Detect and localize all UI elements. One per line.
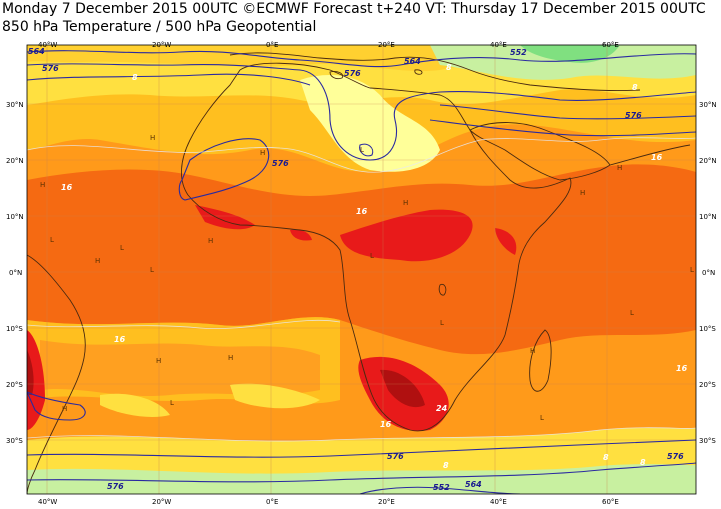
lat-label: 0°N [9,269,22,277]
contour-label: 8 [446,63,452,72]
lat-label: 10°S [6,325,23,333]
low-marker: L [170,399,174,407]
graticule [27,45,696,494]
low-marker: L [540,414,544,422]
low-marker: L [120,244,124,252]
pressure-markers: H H H H H H H H H H H H L L L L L L L L … [40,134,694,422]
contour-label: 16 [61,183,73,192]
contour-label: 576 [107,482,124,491]
low-marker: L [440,319,444,327]
high-marker: H [95,257,100,265]
lat-axis-left: 30°N 20°N 10°N 0°N 10°S 20°S 30°S [6,101,24,445]
contour-label: 552 [433,483,450,492]
high-marker: H [150,134,155,142]
high-marker: H [156,357,161,365]
lat-label: 10°N [699,213,717,221]
lat-label: 30°N [699,101,717,109]
temperature-field [27,45,696,494]
temperature-contours [27,137,696,442]
geopotential-contours [27,50,696,494]
high-marker: H [617,164,622,172]
lat-label: 20°N [699,157,717,165]
lat-label: 20°S [6,381,23,389]
lat-label: 30°S [699,437,716,445]
high-marker: H [228,354,233,362]
contour-label: 564 [28,47,45,56]
map-title: Monday 7 December 2015 00UTC ©ECMWF Fore… [2,1,706,17]
coastlines [27,52,691,494]
lat-label: 0°N [702,269,715,277]
high-marker: H [62,405,67,413]
plot-frame [26,44,697,495]
lon-label: 0°E [266,498,278,506]
lat-label: 20°S [699,381,716,389]
contour-label: 8 [632,83,638,92]
low-marker: L [50,236,54,244]
lat-label: 10°N [6,213,24,221]
contour-label: 8 [603,453,609,462]
high-marker: H [208,237,213,245]
lon-label: 40°E [490,498,507,506]
low-marker: L [150,266,154,274]
high-marker: H [260,149,265,157]
contour-label: 564 [465,480,482,489]
lat-label: 20°N [6,157,24,165]
contour-label: 16 [651,153,663,162]
contour-label: 576 [344,69,361,78]
geopotential-labels: 564 576 576 576 564 552 576 576 576 576 … [28,47,684,492]
contour-label: 16 [114,335,126,344]
high-marker: H [403,199,408,207]
lon-label: 40°W [38,498,57,506]
lat-axis-right: 30°N 20°N 10°N 0°N 10°S 20°S 30°S [699,101,717,445]
contour-label: 576 [667,452,684,461]
lat-label: 30°S [6,437,23,445]
contour-label: 564 [404,57,421,66]
contour-label: 16 [676,364,688,373]
contour-label: 16 [356,207,368,216]
lon-label: 60°E [602,498,619,506]
lon-label: 20°E [378,498,395,506]
low-marker: L [370,252,374,260]
high-marker: H [530,347,535,355]
lon-label: 20°W [152,498,171,506]
lat-label: 10°S [699,325,716,333]
contour-label: 576 [42,64,59,73]
high-marker: H [580,189,585,197]
contour-label: 576 [272,159,289,168]
temperature-labels: 8 8 8 16 16 16 16 16 24 8 8 8 16 [61,63,688,470]
high-marker: H [40,181,45,189]
map-subtitle: 850 hPa Temperature / 500 hPa Geopotenti… [2,19,317,35]
lon-axis-bottom: 40°W 20°W 0°E 20°E 40°E 60°E [38,498,619,506]
contour-label: 552 [510,48,527,57]
contour-label: 16 [380,420,392,429]
low-marker: L [630,309,634,317]
lat-label: 30°N [6,101,24,109]
contour-label: 8 [443,461,449,470]
contour-label: 576 [387,452,404,461]
contour-label: 8 [132,73,138,82]
contour-label: 8 [640,458,646,467]
contour-label: 576 [625,111,642,120]
contour-label: 24 [436,404,448,413]
low-marker: L [360,146,364,154]
low-marker: L [690,266,694,274]
